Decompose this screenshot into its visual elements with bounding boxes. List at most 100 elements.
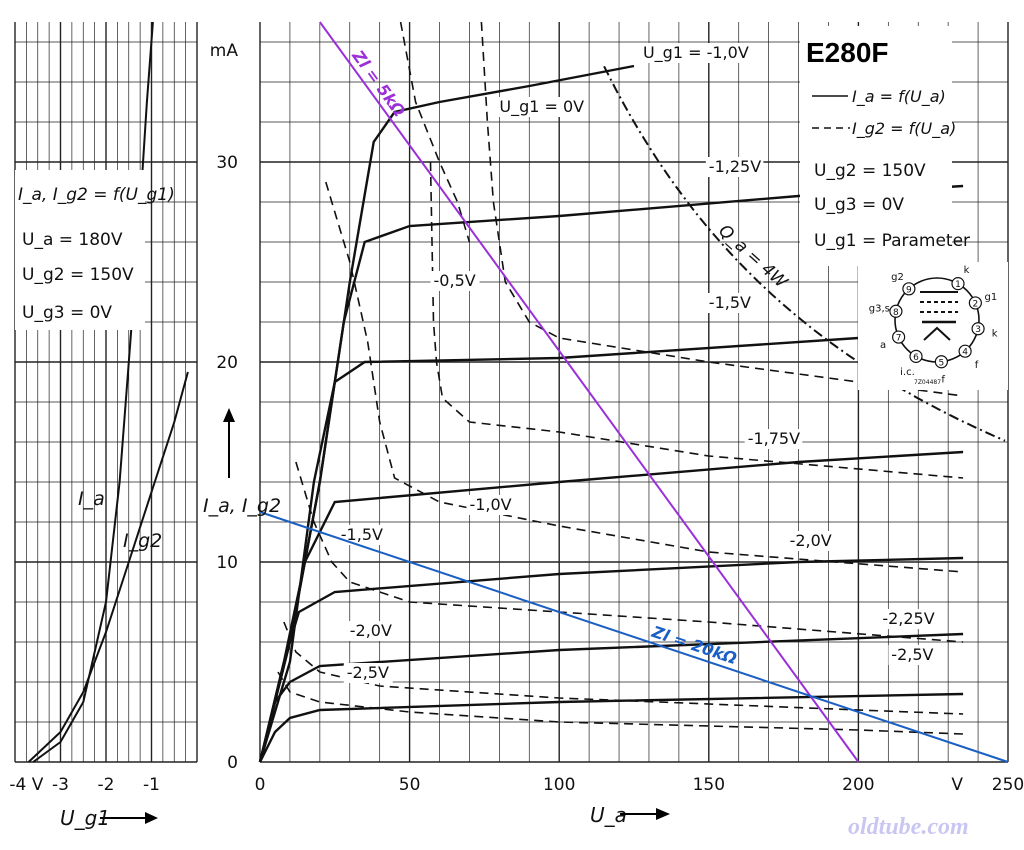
curve-label: U_g1 = 0V — [499, 97, 584, 117]
curve-label-bg — [744, 429, 803, 449]
x-tick-label: 150 — [693, 775, 725, 795]
pin-number: 9 — [906, 285, 912, 295]
left-x-tick-label: -2 — [98, 775, 115, 795]
x-tick-label: 50 — [399, 775, 421, 795]
curve-label-bg — [346, 621, 396, 641]
curve-label: -1,75V — [748, 429, 800, 448]
left-panel-curves — [27, 21, 189, 763]
legend-ug1: U_g1 = Parameter — [814, 231, 970, 251]
left-legend-background — [15, 170, 145, 330]
pin-circle — [951, 277, 965, 291]
legend-ug2: U_g2 = 150V — [814, 161, 926, 181]
pin-number: 8 — [893, 308, 899, 318]
left-cond-ug2: U_g2 = 150V — [22, 265, 134, 285]
pin-number: 6 — [913, 353, 919, 363]
curve-label-bg — [786, 531, 836, 551]
left-x-tick-label: -3 — [52, 775, 69, 795]
pin-circle — [968, 296, 982, 310]
left-grid — [14, 22, 198, 763]
curve-label: -2,5V — [891, 645, 933, 664]
curve-label-bg — [639, 43, 750, 63]
x-arrow-head — [656, 808, 670, 820]
load-line-label: Zl = 5kΩ — [348, 46, 409, 120]
pin-label: f — [975, 360, 979, 371]
curve-label: -1,0V — [469, 495, 511, 514]
legend-dashed-label: I_g2 = f(U_a) — [852, 119, 956, 139]
curve-label-bg — [888, 645, 938, 665]
left-curve-ia — [32, 21, 154, 763]
x-tick-label: 100 — [543, 775, 575, 795]
pin-label: g3,s — [869, 304, 890, 315]
y-tick-label: 20 — [216, 353, 238, 373]
curve-label: -0,5V — [434, 271, 476, 290]
pin-label: k — [992, 328, 998, 339]
pin-circle — [934, 355, 948, 369]
anode-current-curves — [258, 64, 964, 763]
pin-label: i.c. — [900, 367, 915, 378]
left-curve-label-ia: I_a — [78, 488, 105, 510]
y-tick-label: 30 — [216, 153, 238, 173]
pin-number: 1 — [955, 280, 961, 290]
power-limit-label: Q_a = 4W — [714, 221, 791, 294]
left-x-tick-label: -4 V — [9, 775, 43, 795]
curve-label: -2,0V — [350, 621, 392, 640]
tick-labels: 0 50 100 150 200 V 250 0 10 20 30 mA -4 V -3 -2 -1 — [9, 41, 1024, 795]
y-tick-label: 0 — [227, 753, 238, 773]
ia-curve — [258, 632, 964, 763]
curve-label: -1,5V — [341, 525, 383, 544]
pin-label: k — [964, 265, 970, 276]
pin-circle — [889, 304, 903, 318]
ig2-curve — [325, 181, 964, 573]
pin-number: 5 — [939, 358, 945, 368]
pin-label: g1 — [985, 292, 998, 303]
ig2-curve — [295, 461, 964, 643]
curve-label-bg — [466, 495, 516, 515]
x-tick-label: 250 — [992, 775, 1024, 795]
ig2-curve — [277, 671, 964, 735]
ig2-curve — [283, 621, 964, 715]
legend-ug3: U_g3 = 0V — [814, 195, 904, 215]
pinout-code: 7Z04487 — [914, 379, 941, 386]
left-cond-ua: U_a = 180V — [22, 230, 123, 250]
pin-circle — [909, 349, 923, 363]
legend-solid-label: I_a = f(U_a) — [852, 87, 946, 107]
left-x-tick-label: -1 — [143, 775, 160, 795]
tube-title: E280F — [806, 37, 889, 68]
legend-box: E280F I_a = f(U_a) I_g2 = f(U_a) U_g2 = … — [800, 26, 970, 266]
curve-label-bg — [430, 271, 480, 291]
load-line — [319, 21, 860, 763]
ig2-curve — [399, 21, 471, 243]
left-x-arrow-head — [145, 812, 158, 824]
left-panel-legend: I_a, I_g2 = f(U_g1) U_a = 180V U_g2 = 15… — [15, 170, 175, 830]
curve-label: -2,25V — [882, 609, 934, 628]
main-axis-labels: I_a, I_g2 U_a — [203, 408, 670, 827]
curve-label-bg — [496, 97, 580, 117]
power-limit-line — [603, 65, 1006, 442]
pin-number: 7 — [896, 334, 902, 344]
x-tick-label: 200 — [842, 775, 874, 795]
curve-label: U_g1 = -1,0V — [643, 43, 749, 63]
curve-label-bg — [343, 663, 393, 683]
ia-curve — [258, 450, 964, 763]
pin-label: a — [880, 340, 886, 351]
x-tick-label: 0 — [255, 775, 266, 795]
ig2-curve — [480, 21, 964, 397]
load-line — [259, 511, 1009, 763]
pin-circle — [958, 344, 972, 358]
electrode-cathode — [923, 326, 951, 341]
ia-curve — [258, 692, 964, 763]
curve-label-bg — [337, 525, 387, 545]
pin-number: 4 — [962, 348, 968, 358]
pinout-background — [858, 262, 1008, 390]
left-cond-ug3: U_g3 = 0V — [22, 303, 112, 323]
curve-label-bg — [705, 293, 755, 313]
pin-number: 3 — [975, 325, 981, 335]
curve-label: -1,25V — [709, 157, 761, 176]
curve-label: -2,0V — [790, 531, 832, 550]
left-curve-label-ig2: I_g2 — [123, 530, 162, 552]
left-title: I_a, I_g2 = f(U_g1) — [18, 185, 175, 205]
